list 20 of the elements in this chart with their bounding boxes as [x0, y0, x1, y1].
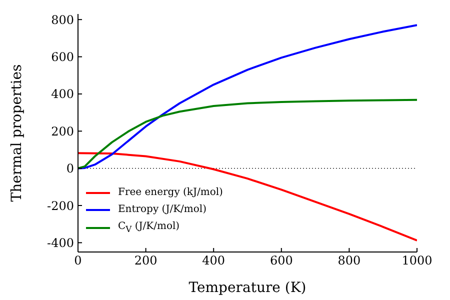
x-tick-label: 1000	[402, 254, 432, 268]
line-series	[78, 24, 417, 170]
x-tick-label: 800	[338, 254, 361, 268]
line-series	[78, 98, 417, 170]
line-series	[78, 152, 417, 242]
y-tick-label: 200	[51, 124, 74, 138]
y-tick-label: 600	[51, 50, 74, 64]
x-tick-label: 400	[202, 254, 226, 268]
x-tick-label: 600	[270, 254, 293, 268]
y-tick-label: 0	[66, 162, 74, 176]
y-axis-title: Thermal properties	[8, 64, 25, 202]
y-tick-label: 800	[51, 12, 74, 27]
x-tick-label: 200	[134, 254, 158, 268]
legend-label: C$_{V}$ (J/K/mol)	[118, 220, 180, 236]
legend-label: Entropy (J/K/mol)	[118, 203, 207, 217]
x-axis-title: Temperature (K)	[188, 280, 306, 296]
legend-label: Free energy (kJ/mol)	[118, 186, 223, 200]
y-tick-label: -200	[47, 198, 74, 213]
y-tick-label: -400	[47, 236, 74, 250]
y-tick-label: 400	[51, 87, 74, 102]
